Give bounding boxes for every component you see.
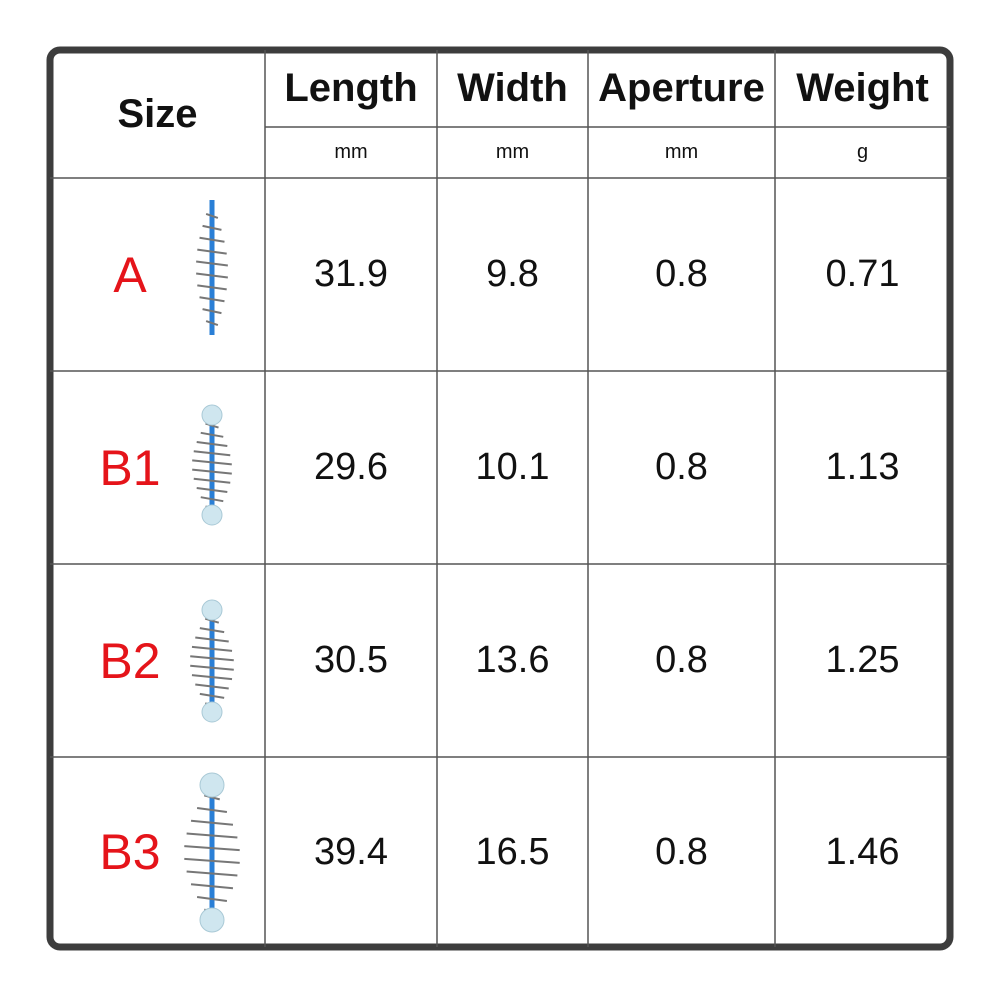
spring-coil	[191, 674, 233, 681]
spring-coil	[202, 224, 222, 231]
spring-coil	[200, 431, 224, 438]
cell-value: 9.8	[486, 253, 539, 295]
spring-coil	[196, 895, 228, 902]
column-header: Width	[457, 66, 568, 110]
spring-coil	[193, 477, 231, 484]
spring-bead	[199, 907, 225, 933]
spring-coil	[202, 308, 222, 315]
spring-bead	[201, 701, 223, 723]
cell-value: 10.1	[475, 446, 550, 488]
cell-value: 0.8	[655, 253, 708, 295]
cell-value: 0.8	[655, 830, 708, 873]
cell-value: 29.6	[314, 446, 388, 488]
cell-value: 13.6	[475, 639, 550, 681]
column-unit: g	[856, 141, 869, 163]
spring-coil	[196, 441, 228, 447]
spring-coil	[196, 272, 228, 279]
column-unit: mm	[495, 141, 530, 163]
column-unit: mm	[664, 141, 699, 163]
spring-coil	[184, 845, 240, 852]
spring-coil	[199, 236, 225, 243]
spring-coil	[191, 645, 233, 652]
spring-bead	[201, 404, 223, 426]
spring-coil	[193, 450, 231, 457]
column-unit: mm	[334, 141, 368, 163]
spring-coil	[184, 857, 240, 864]
spring-coil	[205, 320, 219, 326]
outer-border	[46, 46, 954, 951]
spring-coil	[190, 664, 234, 671]
cell-value: 0.71	[825, 253, 900, 295]
spring-bead	[201, 504, 223, 526]
spring-coil	[197, 248, 227, 255]
spring-coil	[197, 284, 227, 291]
spring-coil	[196, 487, 228, 493]
spring-coil	[192, 468, 232, 475]
spring-coil	[200, 496, 224, 503]
spring-bead	[199, 772, 225, 798]
spring-coil	[190, 819, 234, 826]
cell-value: 0.8	[655, 446, 708, 488]
spring-coil	[186, 832, 238, 839]
size-header: Size	[117, 91, 198, 136]
spring-coil	[196, 260, 228, 267]
cell-value: 1.25	[825, 639, 900, 681]
size-label: B2	[99, 632, 161, 689]
cell-value: 1.46	[825, 830, 900, 873]
spring-coil	[196, 807, 228, 814]
spring-coil	[199, 627, 225, 634]
spring-bead	[201, 599, 223, 621]
size-label: B3	[99, 824, 161, 880]
cell-value: 1.13	[825, 446, 900, 488]
spring-coil	[190, 655, 234, 662]
spring-coil	[190, 883, 234, 890]
cell-value: 30.5	[314, 639, 388, 681]
cell-value: 16.5	[475, 830, 550, 873]
spring-coil	[205, 213, 219, 219]
spring-coil	[199, 296, 225, 303]
spring-coil	[186, 870, 238, 877]
column-header: Length	[284, 66, 418, 110]
spring-coil	[195, 636, 229, 643]
spring-coil	[192, 459, 232, 466]
cell-value: 31.9	[314, 253, 388, 295]
spring-coil	[195, 683, 229, 690]
spring-coil	[199, 692, 225, 699]
cell-value: 39.4	[314, 830, 388, 873]
size-label: B1	[99, 439, 161, 496]
size-label: A	[113, 246, 147, 303]
column-header: Aperture	[598, 66, 765, 110]
cell-value: 0.8	[655, 639, 708, 681]
column-header: Weight	[796, 66, 929, 110]
